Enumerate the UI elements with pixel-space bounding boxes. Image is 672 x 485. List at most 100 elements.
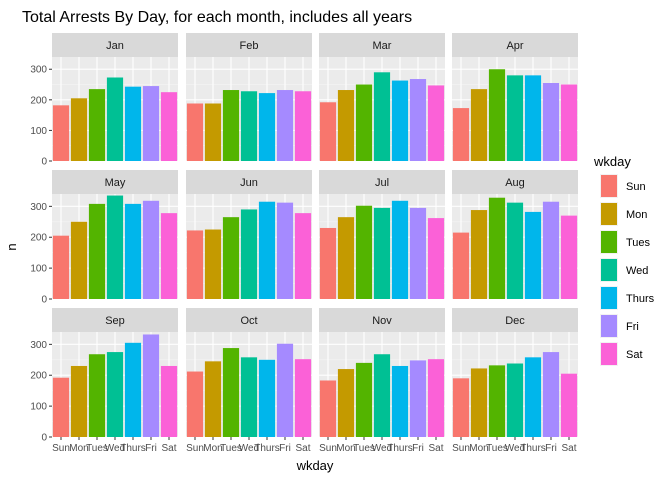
bar-aug-thurs — [524, 211, 542, 299]
bar-nov-sun — [319, 380, 337, 437]
y-tick-label: 0 — [41, 157, 47, 168]
legend-key-sun — [601, 175, 617, 197]
y-tick-label: 100 — [30, 126, 47, 137]
x-tick-label: Tues — [86, 443, 108, 454]
bar-dec-sun — [452, 378, 470, 437]
bar-mar-mon — [337, 90, 355, 161]
bar-dec-tues — [488, 365, 506, 437]
x-tick-label: Wed — [372, 443, 392, 454]
x-tick-label: Sat — [428, 443, 443, 454]
panel-apr: Apr — [452, 33, 578, 162]
panel-strip — [452, 170, 578, 194]
bar-aug-fri — [542, 201, 560, 299]
panel-strip-label: Feb — [240, 40, 259, 52]
bar-dec-thurs — [524, 357, 542, 437]
bar-dec-wed — [506, 363, 524, 437]
y-tick-label: 100 — [30, 264, 47, 275]
bar-nov-mon — [337, 369, 355, 437]
bar-jul-mon — [337, 217, 355, 299]
bar-jun-tues — [222, 217, 240, 299]
bar-sep-tues — [88, 354, 106, 437]
bar-apr-wed — [506, 75, 524, 161]
panel-strip — [319, 308, 445, 332]
bar-dec-sat — [560, 373, 578, 437]
panel-jan: Jan 0 100 200 300 — [30, 33, 178, 168]
panel-jun: Jun — [186, 170, 312, 300]
bar-sep-mon — [70, 365, 88, 437]
bar-mar-fri — [409, 79, 427, 161]
panel-mar: Mar — [319, 33, 445, 162]
panel-aug: Aug — [452, 170, 578, 300]
x-tick-label: Fri — [545, 443, 557, 454]
bar-aug-mon — [470, 210, 488, 299]
bar-may-tues — [88, 203, 106, 299]
bar-jul-wed — [373, 207, 391, 299]
x-tick-label: Fri — [145, 443, 157, 454]
panel-may: May 0 100 200 300 — [30, 170, 178, 306]
bar-mar-sat — [427, 85, 445, 161]
panel-strip-label: May — [105, 177, 126, 189]
bar-feb-tues — [222, 90, 240, 161]
panel-strip — [52, 308, 178, 332]
x-tick-label: Thurs — [387, 443, 413, 454]
legend-label-thurs: Thurs — [626, 293, 655, 305]
bar-may-sun — [52, 235, 70, 299]
x-tick-label: Sat — [561, 443, 576, 454]
x-tick-label: Wed — [239, 443, 259, 454]
bar-jun-mon — [204, 229, 222, 299]
bar-jan-fri — [142, 86, 160, 161]
x-tick-label: Sun — [319, 443, 337, 454]
legend-key-mon — [601, 203, 617, 225]
x-tick-label: Tues — [486, 443, 508, 454]
bar-aug-wed — [506, 202, 524, 299]
x-tick-label: Thurs — [120, 443, 146, 454]
legend-label-sat: Sat — [626, 349, 643, 361]
x-tick-label: Mon — [336, 443, 355, 454]
x-tick-label: Mon — [203, 443, 222, 454]
bar-nov-wed — [373, 354, 391, 437]
panel-strip — [319, 170, 445, 194]
bar-jul-sat — [427, 218, 445, 299]
bar-jun-sun — [186, 230, 204, 299]
x-tick-label: Mon — [469, 443, 488, 454]
bar-aug-tues — [488, 197, 506, 299]
legend-label-fri: Fri — [626, 321, 639, 333]
bar-oct-mon — [204, 361, 222, 437]
legend: wkday Sun Mon Tues Wed Thurs Fri Sat — [593, 154, 655, 366]
x-tick-label: Sat — [295, 443, 310, 454]
bar-oct-wed — [240, 357, 258, 437]
bar-mar-wed — [373, 72, 391, 161]
bar-feb-sat — [294, 91, 312, 161]
panel-jul: Jul — [319, 170, 445, 300]
legend-key-wed — [601, 259, 617, 281]
legend-key-thurs — [601, 287, 617, 309]
bar-oct-sun — [186, 371, 204, 437]
bar-mar-tues — [355, 84, 373, 161]
x-tick-label: Wed — [105, 443, 125, 454]
bar-jan-tues — [88, 89, 106, 161]
bar-jun-sat — [294, 213, 312, 299]
bar-sep-sat — [160, 365, 178, 437]
bar-may-fri — [142, 200, 160, 299]
panel-strip-label: Jun — [240, 177, 258, 189]
x-tick-label: Mon — [69, 443, 88, 454]
bar-sep-fri — [142, 334, 160, 437]
y-tick-label: 100 — [30, 402, 47, 413]
bar-jun-fri — [276, 202, 294, 299]
bar-apr-mon — [470, 89, 488, 161]
bar-may-mon — [70, 221, 88, 299]
bar-oct-tues — [222, 348, 240, 437]
bar-jan-sun — [52, 105, 70, 161]
panels-area: Jan 0 100 200 300 Feb Mar Apr May 0 100 200 300 Jun Ju… — [30, 33, 578, 454]
legend-title: wkday — [593, 154, 631, 169]
bar-sep-wed — [106, 352, 124, 437]
legend-key-sat — [601, 343, 617, 365]
x-tick-label: Sun — [52, 443, 70, 454]
x-tick-label: Tues — [353, 443, 375, 454]
bar-oct-sat — [294, 359, 312, 437]
x-tick-label: Thurs — [520, 443, 546, 454]
bar-apr-tues — [488, 69, 506, 161]
